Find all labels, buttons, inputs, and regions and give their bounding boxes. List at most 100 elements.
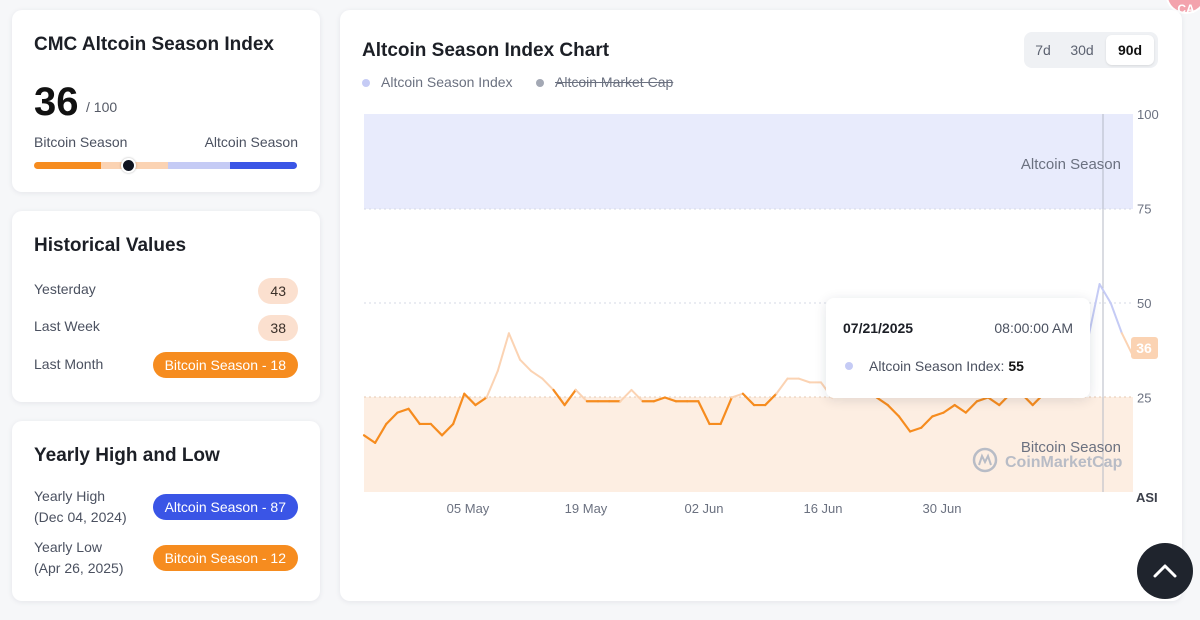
x-tick-label: 19 May (565, 501, 608, 516)
tab-7d[interactable]: 7d (1035, 42, 1051, 58)
chart-title: Altcoin Season Index Chart (362, 40, 610, 61)
chevron-up-icon (1153, 564, 1177, 578)
line-segment (897, 415, 912, 433)
historical-title: Historical Values (34, 235, 187, 256)
x-tick-label: 30 Jun (922, 501, 961, 516)
bitcoin-season-zone (364, 397, 1133, 492)
line-segment (452, 392, 466, 426)
line-segment (574, 388, 588, 403)
line-segment (440, 422, 455, 437)
line-segment (931, 411, 945, 418)
line-segment (964, 400, 979, 414)
line-segment (619, 388, 633, 403)
gauge-segment-alt-light (168, 162, 230, 169)
x-tick-label: 02 Jun (684, 501, 723, 516)
line-segment (496, 332, 510, 373)
line-segment (942, 403, 956, 414)
yearly-low-value: Bitcoin Season - 12 (152, 545, 298, 571)
line-segment (385, 411, 399, 426)
bitcoin-zone-label: Bitcoin Season (1021, 439, 1121, 456)
altcoin-season-label: Altcoin Season (204, 134, 298, 150)
line-segment (663, 396, 678, 403)
season-gauge (34, 158, 297, 173)
line-segment (730, 392, 744, 399)
x-tick-label: 16 Jun (803, 501, 842, 516)
y-axis: 25 50 75 100 (1137, 107, 1159, 406)
line-segment (797, 377, 811, 384)
bitcoin-season-label: Bitcoin Season (34, 134, 128, 150)
scroll-to-top-button[interactable] (1137, 543, 1193, 599)
line-segment (975, 396, 990, 403)
last-week-label: Last Week (34, 318, 100, 334)
tooltip-date: 07/21/2025 (843, 320, 914, 336)
line-segment (719, 396, 733, 426)
line-segment (541, 377, 555, 391)
last-week-value: 38 (258, 315, 298, 341)
yearly-card: Yearly High and Low Yearly High (Dec 04,… (12, 421, 320, 601)
index-card: CMC Altcoin Season Index 36 / 100 Bitcoi… (12, 10, 320, 192)
yearly-high-date: (Dec 04, 2024) (34, 509, 127, 525)
index-value: 36 (34, 80, 79, 124)
y-tick-label: 100 (1137, 107, 1159, 122)
tooltip-series-label: Altcoin Season Index: (869, 358, 1005, 374)
tab-30d[interactable]: 30d (1070, 42, 1094, 58)
line-segment (463, 392, 477, 407)
index-max: / 100 (86, 99, 118, 115)
yearly-low-date: (Apr 26, 2025) (34, 560, 124, 576)
chart-card: Altcoin Season Index Chart 7d 30d 90d Al… (340, 10, 1182, 601)
line-segment (362, 434, 377, 444)
altcoin-season-chart[interactable]: Altcoin Season Bitcoin Season CoinMarket… (340, 10, 1182, 601)
yearly-title: Yearly High and Low (34, 445, 220, 466)
line-segment (741, 392, 756, 407)
last-month-value: Bitcoin Season - 18 (152, 352, 298, 378)
coinmarketcap-logo (972, 447, 998, 473)
y-tick-label: 75 (1137, 202, 1151, 217)
legend-label: Altcoin Market Cap (555, 74, 674, 90)
line-segment (485, 370, 499, 399)
line-segment (775, 377, 789, 395)
axis-unit-label: ASI (1136, 490, 1158, 505)
y-tick-label: 25 (1137, 391, 1151, 406)
line-segment (630, 388, 644, 403)
gauge-segment-btc (34, 162, 101, 169)
altcoin-zone-label: Altcoin Season (1021, 156, 1121, 173)
x-axis: 05 May 19 May 02 Jun 16 Jun 30 Jun (447, 501, 962, 516)
gauge-knob (121, 158, 137, 173)
last-month-label: Last Month (34, 356, 104, 372)
line-segment (875, 396, 889, 407)
line-segment (886, 403, 901, 418)
tab-90d[interactable]: 90d (1106, 35, 1154, 65)
legend-dot-icon (362, 79, 370, 87)
yearly-low-label: Yearly Low (34, 539, 102, 555)
yearly-high-label: Yearly High (34, 488, 106, 504)
line-segment (987, 396, 1001, 407)
line-segment (507, 332, 522, 361)
line-segment (429, 422, 444, 437)
line-segment (909, 426, 923, 433)
line-segment (396, 407, 410, 414)
legend-label: Altcoin Season Index (381, 74, 513, 90)
gauge-segment-alt (230, 162, 297, 169)
range-tabs: 7d 30d 90d (1024, 32, 1158, 68)
yesterday-value: 43 (258, 278, 298, 304)
index-title: CMC Altcoin Season Index (34, 34, 274, 55)
yearly-high-value: Altcoin Season - 87 (152, 494, 298, 520)
current-value-badge (1131, 337, 1158, 359)
line-segment (407, 407, 421, 426)
historical-card: Historical Values Yesterday 43 Last Week… (12, 211, 320, 402)
line-segment (474, 396, 488, 407)
x-tick-label: 05 May (447, 501, 490, 516)
tooltip-series-value: 55 (1008, 358, 1024, 374)
tooltip-series-dot-icon (845, 362, 853, 370)
line-segment (920, 415, 934, 429)
y-tick-label: 50 (1137, 296, 1151, 311)
line-segment (1109, 302, 1123, 335)
tooltip-series-line: Altcoin Season Index: 55 (869, 358, 1024, 374)
yesterday-label: Yesterday (34, 281, 96, 297)
line-segment (530, 370, 544, 380)
line-segment (563, 388, 577, 407)
legend-dot-icon (536, 79, 544, 87)
tooltip-time: 08:00:00 AM (994, 320, 1073, 336)
line-segment (764, 392, 778, 407)
line-segment (697, 400, 711, 426)
